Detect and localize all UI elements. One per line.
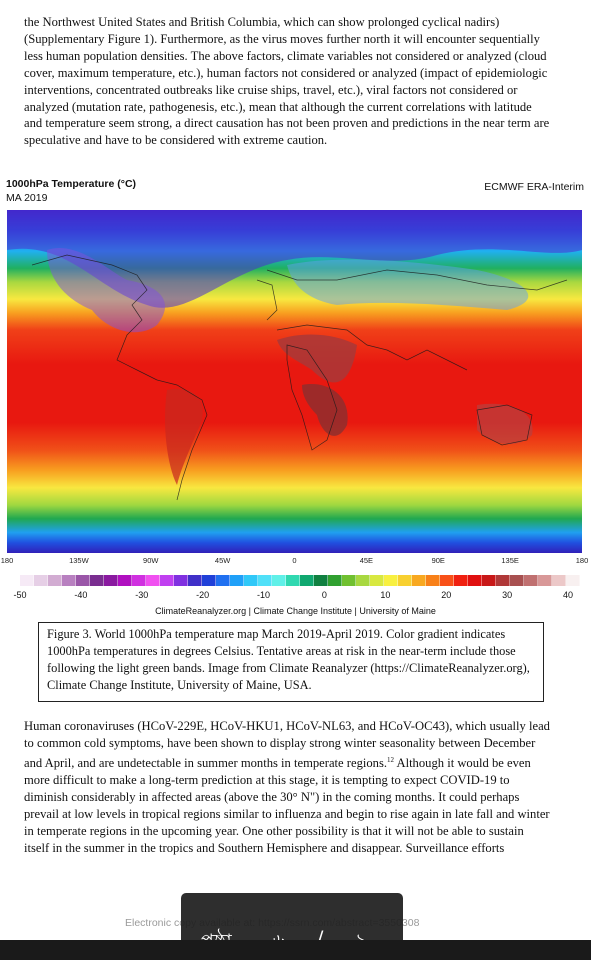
longitude-label: 0 — [292, 556, 297, 565]
longitude-label: 135W — [69, 556, 89, 565]
longitude-label: 180 — [0, 556, 14, 565]
colorbar-swatch — [412, 575, 426, 586]
colorbar-swatch — [132, 575, 146, 586]
colorbar-swatch — [300, 575, 314, 586]
colorbar-label: -10 — [257, 590, 271, 600]
colorbar-swatch — [524, 575, 538, 586]
colorbar-label: 20 — [441, 590, 452, 600]
colorbar-swatch — [468, 575, 482, 586]
colorbar-swatch — [146, 575, 160, 586]
colorbar-swatch — [482, 575, 496, 586]
temperature-colorbar — [20, 575, 580, 586]
colorbar-swatch — [328, 575, 342, 586]
colorbar-labels: -50 -40 -30 -20 -10 0 10 20 30 40 — [0, 590, 591, 604]
colorbar-swatch — [454, 575, 468, 586]
colorbar-swatch — [174, 575, 188, 586]
colorbar-swatch — [20, 575, 34, 586]
paragraph-text: Human coronaviruses (HCoV-229E, HCoV-HKU… — [24, 719, 550, 770]
colorbar-swatch — [370, 575, 384, 586]
colorbar-swatch — [398, 575, 412, 586]
figure-caption: Figure 3. World 1000hPa temperature map … — [38, 622, 544, 702]
body-paragraph-1: the Northwest United States and British … — [24, 15, 550, 148]
longitude-label: 90W — [143, 556, 159, 565]
colorbar-swatch — [188, 575, 202, 586]
colorbar-swatch — [272, 575, 286, 586]
colorbar-label: -40 — [74, 590, 88, 600]
colorbar-swatch — [566, 575, 580, 586]
longitude-label: 90E — [431, 556, 445, 565]
colorbar-swatch — [160, 575, 174, 586]
longitude-label: 45E — [359, 556, 374, 565]
page-separator: / — [317, 927, 324, 949]
colorbar-swatch — [244, 575, 258, 586]
colorbar-swatch — [216, 575, 230, 586]
colorbar-swatch — [440, 575, 454, 586]
colorbar-swatch — [202, 575, 216, 586]
longitude-label: 180 — [575, 556, 589, 565]
colorbar-swatch — [496, 575, 510, 586]
colorbar-swatch — [286, 575, 300, 586]
longitude-label: 135E — [501, 556, 519, 565]
colorbar-swatch — [90, 575, 104, 586]
map-source: ECMWF ERA-Interim — [484, 181, 584, 193]
colorbar-swatch — [118, 575, 132, 586]
map-title: 1000hPa Temperature (°C) — [6, 178, 137, 190]
map-subtitle: MA 2019 — [6, 192, 48, 204]
colorbar-swatch — [384, 575, 398, 586]
colorbar-label: 40 — [562, 590, 574, 600]
colorbar-swatch — [230, 575, 244, 586]
colorbar-swatch — [356, 575, 370, 586]
colorbar-swatch — [62, 575, 76, 586]
colorbar-swatch — [104, 575, 118, 586]
longitude-labels: 180 135W 90W 45W 0 45E 90E 135E 180 — [0, 556, 591, 570]
map-credit: ClimateReanalyzer.org | Climate Change I… — [155, 606, 436, 616]
colorbar-label: 0 — [321, 590, 327, 600]
body-paragraph-2: Human coronaviruses (HCoV-229E, HCoV-HKU… — [24, 718, 552, 856]
colorbar-swatch — [48, 575, 62, 586]
colorbar-swatch — [258, 575, 272, 586]
bottom-bar — [0, 940, 591, 960]
citation-ref: 12 — [387, 755, 395, 764]
colorbar-swatch — [510, 575, 524, 586]
colorbar-swatch — [342, 575, 356, 586]
temperature-map — [7, 210, 582, 553]
longitude-label: 45W — [214, 556, 231, 565]
colorbar-swatch — [314, 575, 328, 586]
colorbar-label: -50 — [13, 590, 27, 600]
colorbar-swatch — [76, 575, 90, 586]
colorbar-swatch — [552, 575, 566, 586]
paragraph-text: Although it would be even more difficult… — [24, 756, 550, 855]
colorbar-swatch — [538, 575, 552, 586]
colorbar-label: 30 — [502, 590, 513, 600]
colorbar-label: 10 — [380, 590, 391, 600]
colorbar-label: -20 — [196, 590, 210, 600]
colorbar-swatch — [426, 575, 440, 586]
colorbar-swatch — [34, 575, 48, 586]
colorbar-label: -30 — [135, 590, 149, 600]
